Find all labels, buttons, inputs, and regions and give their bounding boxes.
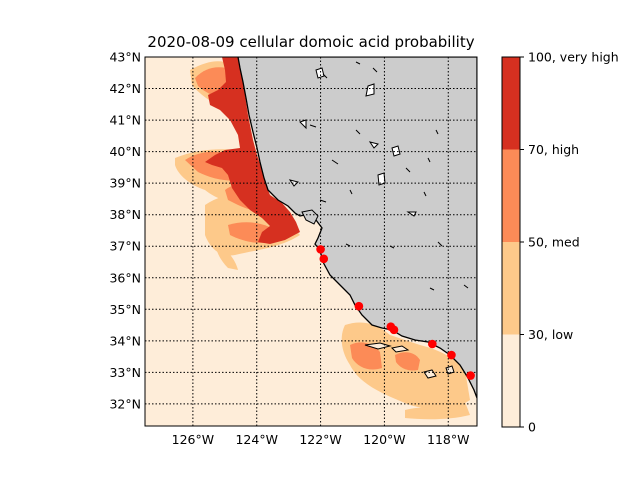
graticule [145, 57, 477, 426]
lon-tick-label: 120°W [363, 432, 405, 447]
lon-tick-label: 118°W [427, 432, 469, 447]
colorbar-frame [501, 56, 521, 428]
colorbar-label: 70, high [528, 142, 579, 157]
colorbar-segment [502, 334, 520, 427]
colorbar-segment [502, 149, 520, 242]
lat-tick-label: 35°N [109, 302, 141, 317]
lat-tick-label: 38°N [109, 207, 141, 222]
station-markers [316, 245, 475, 380]
lat-tick-label: 41°N [109, 113, 141, 128]
station-marker [447, 350, 456, 360]
lakes [288, 67, 417, 217]
latitude-labels: 32°N 33°N 34°N 35°N 36°N 37°N 38°N 39°N 40°N 41°N… [109, 50, 141, 412]
longitude-labels: 126°W 124°W 122°W 120°W 118°W [172, 432, 470, 447]
lat-tick-label: 40°N [109, 144, 141, 159]
colorbar-label: 50, med [528, 235, 580, 250]
lat-tick-label: 43°N [109, 50, 141, 65]
map-area [145, 57, 477, 426]
probability-high-region [205, 57, 300, 244]
colorbar-label: 0 [528, 420, 536, 435]
colorbar-label: 30, low [528, 327, 573, 342]
lat-tick-label: 42°N [109, 81, 141, 96]
islands [364, 342, 455, 379]
bay-inlet [301, 209, 319, 225]
lon-tick-label: 126°W [172, 432, 214, 447]
lon-tick-label: 124°W [235, 432, 277, 447]
station-marker [428, 339, 437, 349]
colorbar-label: 100, very high [528, 50, 619, 65]
lat-tick-label: 36°N [109, 270, 141, 285]
colorbar: 0 30, low 50, med 70, high 100, very high [501, 50, 619, 435]
colorbar-segment [502, 242, 520, 335]
lon-tick-label: 122°W [299, 432, 341, 447]
station-marker [354, 301, 364, 311]
map-frame [144, 56, 478, 427]
station-marker [466, 371, 475, 380]
inland-water-lines [309, 61, 469, 291]
station-marker [319, 254, 329, 264]
map-title: 2020-08-09 cellular domoic acid probabil… [147, 33, 475, 51]
lat-tick-label: 34°N [109, 333, 141, 348]
colorbar-segment [502, 57, 520, 150]
lat-tick-label: 32°N [109, 396, 141, 411]
station-marker [316, 245, 325, 254]
lat-tick-label: 33°N [109, 365, 141, 380]
lat-tick-label: 37°N [109, 239, 141, 254]
station-marker [389, 325, 399, 335]
lat-tick-label: 39°N [109, 176, 141, 191]
